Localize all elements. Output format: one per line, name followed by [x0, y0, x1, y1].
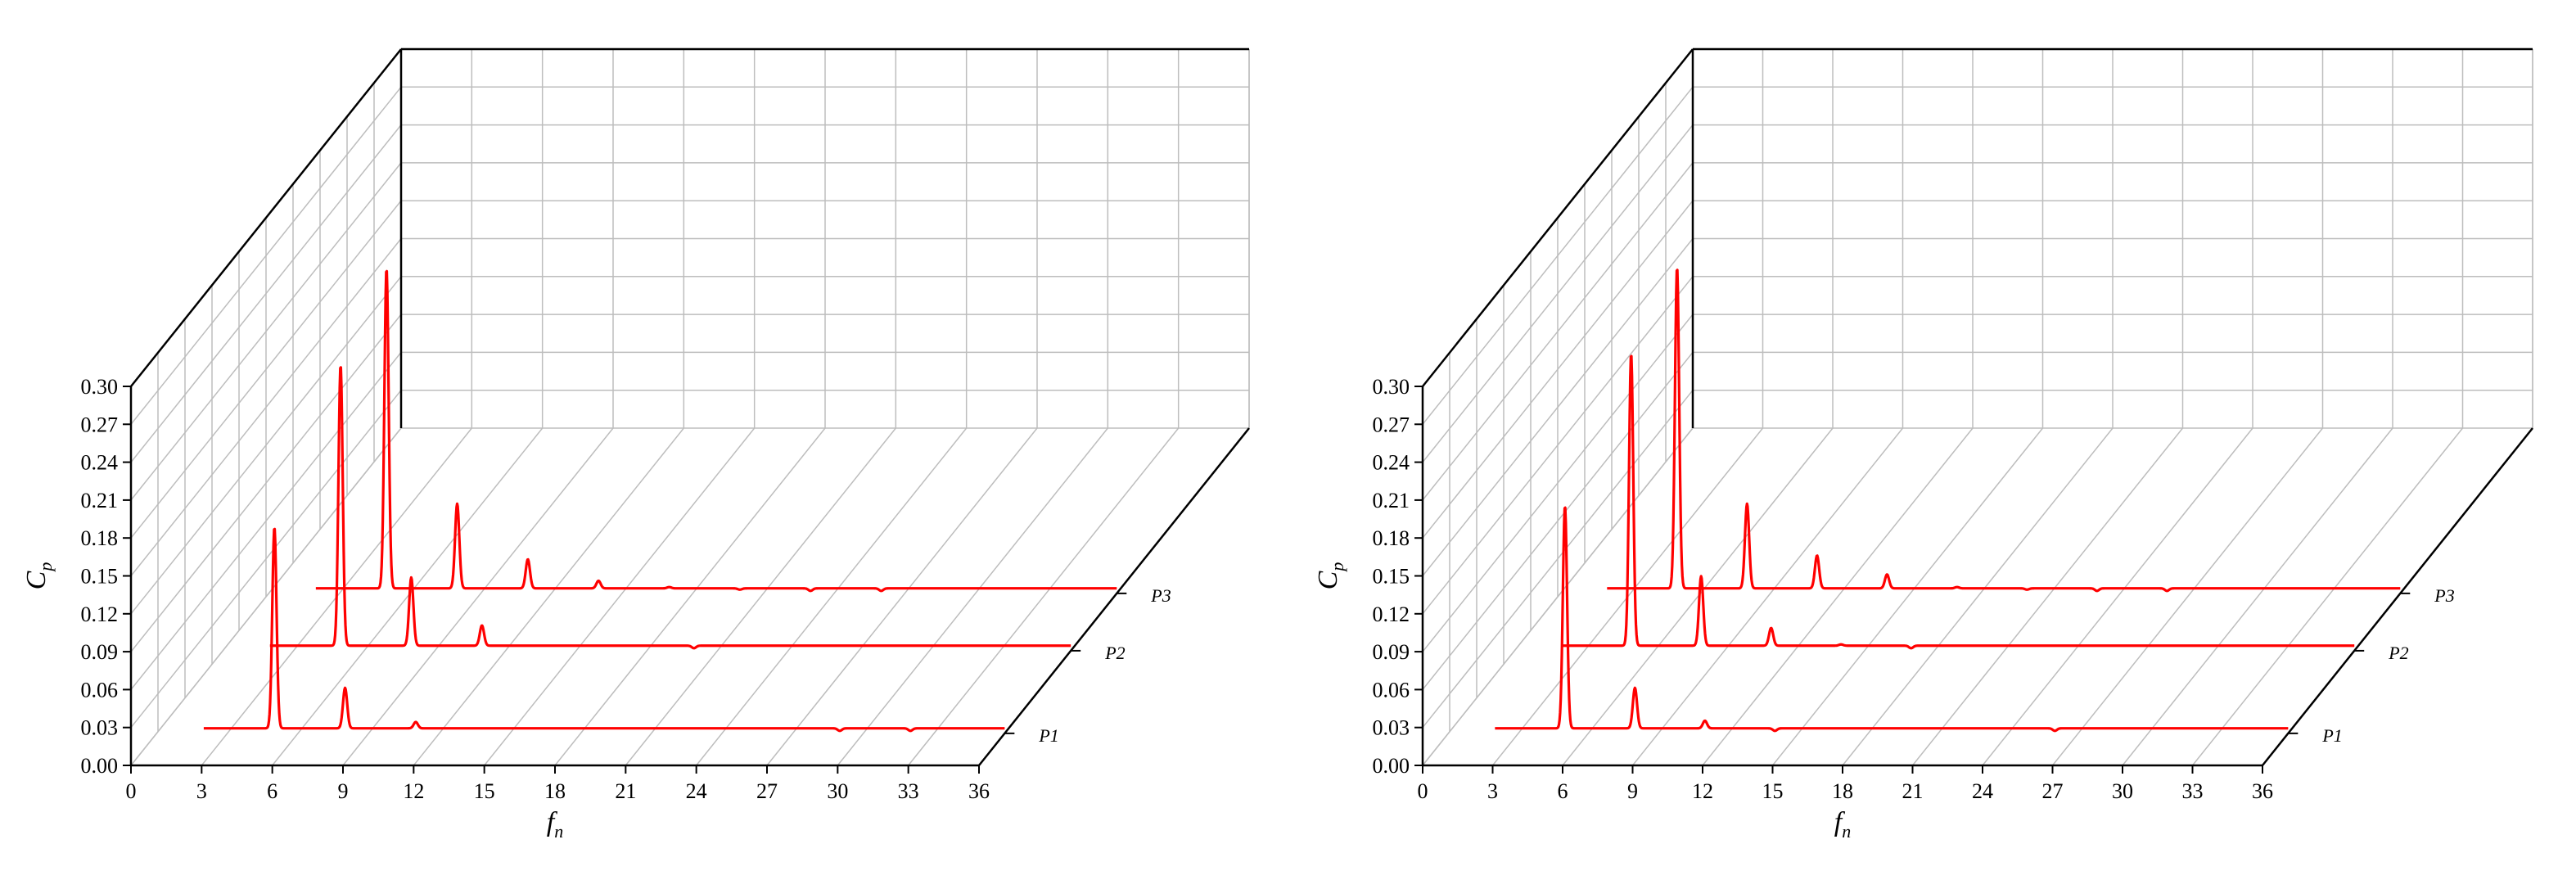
x-tick-label: 24: [1972, 779, 1993, 803]
y-tick-label: 0.30: [81, 375, 119, 399]
x-axis-title-sub: n: [1842, 821, 1851, 842]
x-tick-label: 3: [1487, 779, 1498, 803]
floor-depth-grid: [554, 427, 826, 766]
series-label-p3: P3: [1150, 585, 1171, 606]
floor-depth-grid: [484, 427, 756, 766]
x-tick-label: 30: [827, 779, 848, 803]
x-tick-label: 0: [1418, 779, 1428, 803]
series-label-p2: P2: [1104, 643, 1125, 663]
chart-1: 0.00 0.03 0.06 0.09 0.12 0.15 0.18 0.21 0.24 0.27…: [21, 47, 1250, 842]
depth-axis-line: [978, 427, 1250, 766]
floor-depth-grid: [696, 427, 968, 766]
y-tick-label: 0.18: [81, 526, 119, 550]
chart-2: 0.00 0.03 0.06 0.09 0.12 0.15 0.18 0.21 0.24 0.27…: [1313, 47, 2533, 842]
x-tick-label: 36: [968, 779, 990, 803]
floor-depth-grid: [1771, 427, 2044, 766]
x-axis-title-sub: n: [554, 821, 563, 842]
floor-depth-grid: [837, 427, 1108, 766]
series-line-p3: [1606, 269, 2402, 593]
top-left-diagonal: [130, 48, 402, 387]
y-tick-label: 0.12: [1373, 602, 1410, 626]
y-tick-label: 0.00: [81, 754, 119, 778]
depth-axis-line: [2262, 427, 2533, 766]
x-tick-label: 15: [1762, 779, 1784, 803]
x-tick-label: 3: [196, 779, 207, 803]
floor-depth-grid: [2191, 427, 2464, 766]
y-tick-label: 0.27: [81, 413, 119, 436]
y-tick-label: 0.27: [1373, 413, 1410, 436]
floor-depth-grid: [625, 427, 896, 766]
y-tick-label: 0.24: [1373, 451, 1410, 475]
floor-depth-grid: [1702, 427, 1974, 766]
y-tick-label: 0.03: [81, 716, 119, 740]
x-tick-label: 33: [2182, 779, 2204, 803]
floor-depth-grid: [1842, 427, 2114, 766]
y-tick-label: 0.15: [1373, 565, 1410, 589]
floor-depth-grid: [1562, 427, 1834, 766]
y-tick-label: 0.09: [1373, 640, 1410, 664]
x-tick-label: 6: [1558, 779, 1568, 803]
y-tick-label: 0.12: [81, 602, 119, 626]
floor-depth-grid: [413, 427, 684, 766]
floor-depth-grid: [1982, 427, 2253, 766]
x-tick-label: 24: [686, 779, 707, 803]
y-tick-label: 0.24: [81, 451, 119, 475]
floor-depth-grid: [130, 427, 402, 766]
x-tick-label: 18: [1832, 779, 1853, 803]
x-tick-label: 9: [1627, 779, 1638, 803]
series-label-p2: P2: [2388, 643, 2408, 663]
series-line-p1: [203, 527, 1006, 733]
series-label-p1: P1: [1038, 725, 1058, 746]
x-axis-title: fn: [547, 807, 563, 842]
x-tick-label: 36: [2252, 779, 2273, 803]
y-tick-label: 0.21: [1373, 489, 1410, 512]
y-axis-title: Cp: [1313, 562, 1347, 590]
series-line-p2: [1560, 354, 2356, 650]
x-tick-label: 27: [756, 779, 778, 803]
series-line-p3: [314, 269, 1118, 593]
series-line-p2: [268, 366, 1072, 650]
x-tick-label: 15: [474, 779, 495, 803]
floor-depth-grid: [342, 427, 614, 766]
x-tick-label: 9: [338, 779, 349, 803]
x-tick-label: 21: [1902, 779, 1924, 803]
y-axis-title: Cp: [21, 562, 56, 590]
y-axis-title-sub: p: [1327, 562, 1347, 573]
y-tick-label: 0.00: [1373, 754, 1410, 778]
floor-depth-grid: [1911, 427, 2184, 766]
x-tick-label: 0: [126, 779, 137, 803]
floor-depth-grid: [2122, 427, 2393, 766]
floor-depth-grid: [1422, 427, 1694, 766]
floor-depth-grid: [1631, 427, 1904, 766]
y-tick-label: 0.06: [81, 678, 119, 702]
x-tick-label: 18: [544, 779, 566, 803]
y-tick-label: 0.06: [1373, 678, 1410, 702]
floor-depth-grid: [766, 427, 1038, 766]
floor-depth-grid: [2051, 427, 2324, 766]
y-tick-label: 0.15: [81, 565, 119, 589]
y-axis-title-sub: p: [35, 562, 56, 573]
x-tick-label: 33: [898, 779, 919, 803]
y-tick-label: 0.09: [81, 640, 119, 664]
series-line-p1: [1494, 506, 2290, 733]
x-tick-label: 12: [403, 779, 424, 803]
x-tick-label: 12: [1692, 779, 1713, 803]
x-tick-label: 21: [615, 779, 636, 803]
series-label-p1: P1: [2321, 725, 2342, 746]
y-tick-label: 0.30: [1373, 375, 1410, 399]
y-tick-label: 0.18: [1373, 526, 1410, 550]
floor-depth-grid: [908, 427, 1180, 766]
top-left-diagonal: [1422, 48, 1694, 387]
series-label-p3: P3: [2434, 585, 2454, 606]
y-tick-label: 0.21: [81, 489, 119, 512]
floor-depth-grid: [272, 427, 544, 766]
x-tick-label: 6: [267, 779, 277, 803]
y-tick-label: 0.03: [1373, 716, 1410, 740]
x-axis-title: fn: [1834, 807, 1851, 842]
x-tick-label: 30: [2112, 779, 2133, 803]
x-tick-label: 27: [2042, 779, 2064, 803]
